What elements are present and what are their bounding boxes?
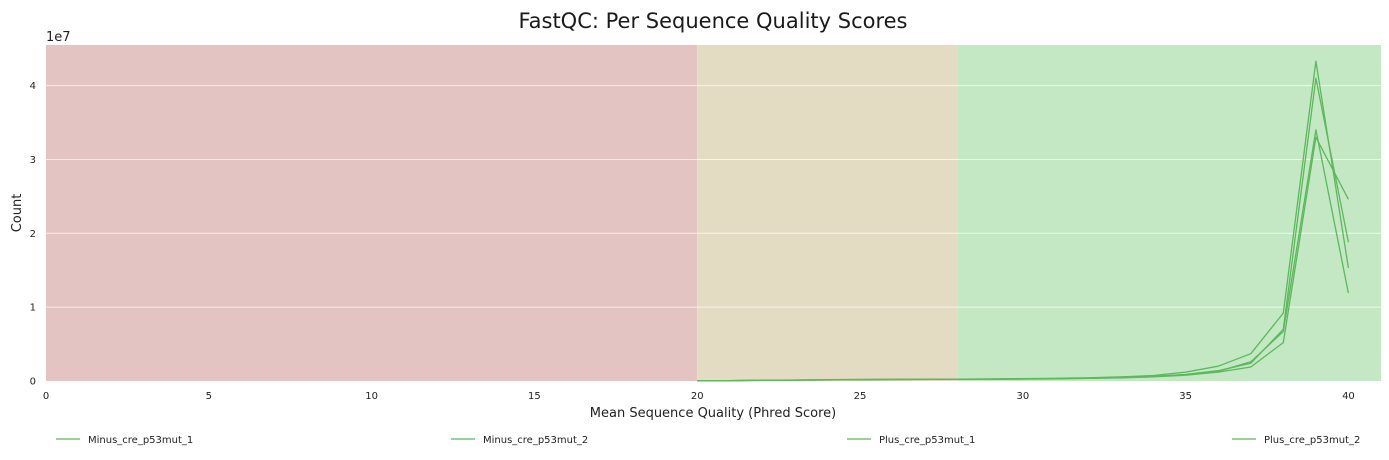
quality-band-0	[46, 45, 698, 381]
x-tick-label-4: 20	[691, 391, 704, 402]
x-tick-label-3: 15	[528, 391, 541, 402]
x-axis-label: Mean Sequence Quality (Phred Score)	[590, 406, 836, 421]
legend-label-1: Minus_cre_p53mut_2	[483, 435, 588, 446]
series-lines	[697, 60, 1350, 382]
x-tick-label-6: 30	[1016, 391, 1029, 402]
quality-band-1	[697, 45, 958, 381]
y-axis-label: Count	[10, 194, 25, 233]
legend-item-1: Minus_cre_p53mut_2	[451, 435, 588, 446]
series-line-3	[697, 129, 1350, 382]
legend-label-3: Plus_cre_p53mut_2	[1264, 435, 1360, 446]
y-axis-multiplier: 1e7	[46, 30, 71, 45]
x-tick-label-8: 40	[1342, 391, 1355, 402]
x-tick-label-2: 10	[365, 391, 378, 402]
x-tick-label-7: 35	[1179, 391, 1192, 402]
legend-label-0: Minus_cre_p53mut_1	[88, 435, 193, 446]
y-tick-label-2: 2	[30, 229, 36, 240]
legend-item-3: Plus_cre_p53mut_2	[1232, 435, 1360, 446]
x-tick-label-0: 0	[43, 391, 49, 402]
y-tick-label-4: 4	[30, 81, 36, 92]
legend-item-2: Plus_cre_p53mut_1	[847, 435, 975, 446]
legend-item-0: Minus_cre_p53mut_1	[56, 435, 193, 446]
y-tick-label-0: 0	[30, 377, 36, 388]
legend: Minus_cre_p53mut_1 Minus_cre_p53mut_2 Plus…	[56, 435, 1360, 446]
grid-lines	[46, 85, 1381, 308]
chart-title: FastQC: Per Sequence Quality Scores	[518, 9, 907, 33]
quality-bands	[46, 45, 1381, 381]
x-tick-label-1: 5	[206, 391, 212, 402]
legend-label-2: Plus_cre_p53mut_1	[879, 435, 975, 446]
y-axis-ticks: 0 1 2 3 4	[30, 81, 36, 387]
y-tick-label-1: 1	[30, 303, 36, 314]
x-axis-ticks: 0 5 10 15 20 25 30 35 40	[43, 391, 1355, 402]
y-tick-label-3: 3	[30, 155, 36, 166]
quality-band-2	[957, 45, 1381, 381]
x-tick-label-5: 25	[854, 391, 867, 402]
